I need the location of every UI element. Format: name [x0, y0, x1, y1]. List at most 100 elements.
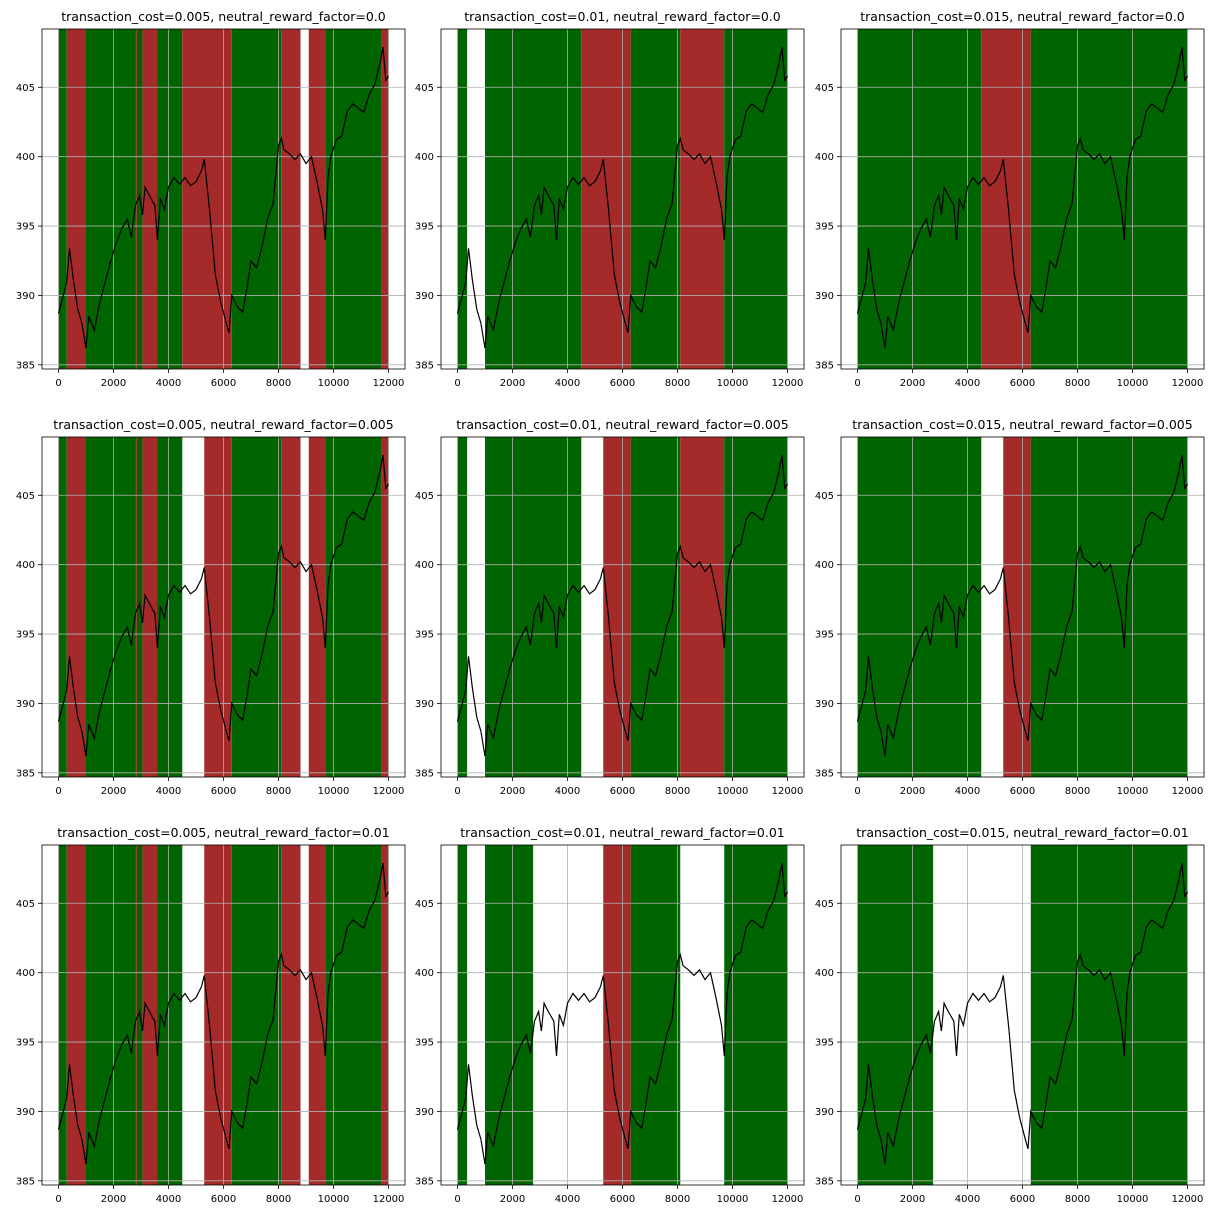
position-regions: [857, 845, 1188, 1185]
x-tick-label: 10000: [717, 1194, 749, 1205]
x-tick-label: 0: [454, 1194, 460, 1205]
subplot-6: 0 2000 4000 6000 8000 10000 12000 385 390 395 400 4…: [815, 417, 1205, 797]
y-tick-label: 390: [16, 699, 35, 710]
region-long: [157, 29, 183, 369]
position-regions: [58, 845, 389, 1185]
region-long: [86, 437, 136, 777]
y-tick-label: 405: [815, 899, 834, 910]
x-tick-label: 8000: [1065, 1194, 1090, 1205]
x-tick-label: 4000: [156, 378, 181, 389]
y-tick-label: 395: [815, 1038, 834, 1049]
y-tick-label: 400: [415, 152, 434, 163]
x-tick-label: 10000: [318, 378, 350, 389]
region-short: [142, 29, 158, 369]
x-tick-label: 8000: [665, 786, 690, 797]
position-regions: [857, 437, 1188, 777]
x-tick-label: 10000: [717, 786, 749, 797]
x-tick-label: 8000: [665, 1194, 690, 1205]
subplot-1: 0 2000 4000 6000 8000 10000 12000 385 390 395 400 4…: [16, 9, 406, 389]
x-tick-label: 6000: [1010, 786, 1035, 797]
region-short: [281, 845, 301, 1185]
y-tick-label: 385: [815, 1176, 834, 1187]
x-tick-label: 8000: [266, 786, 291, 797]
y-tick-label: 405: [415, 491, 434, 502]
region-short: [135, 437, 137, 777]
subplot-3: 0 2000 4000 6000 8000 10000 12000 385 390 395 400 4…: [815, 9, 1205, 389]
y-tick-label: 390: [815, 291, 834, 302]
region-short: [281, 437, 301, 777]
y-tick-label: 405: [415, 83, 434, 94]
region-long: [857, 437, 982, 777]
x-tick-label: 10000: [1117, 378, 1149, 389]
x-tick-label: 4000: [955, 1194, 980, 1205]
y-tick-label: 400: [16, 560, 35, 571]
subplot-2: 0 2000 4000 6000 8000 10000 12000 385 390 395 400 4…: [415, 9, 805, 389]
x-tick-label: 2000: [900, 378, 925, 389]
region-long: [457, 845, 468, 1185]
subplot-title: transaction_cost=0.015, neutral_reward_f…: [852, 417, 1192, 432]
y-tick-label: 385: [815, 360, 834, 371]
y-tick-label: 395: [16, 1038, 35, 1049]
y-tick-label: 385: [16, 360, 35, 371]
subplot-title: transaction_cost=0.01, neutral_reward_fa…: [460, 825, 784, 840]
y-tick-label: 395: [415, 1038, 434, 1049]
x-tick-label: 2000: [101, 1194, 126, 1205]
x-tick-label: 0: [854, 1194, 860, 1205]
y-tick-label: 405: [815, 83, 834, 94]
x-tick-label: 2000: [101, 786, 126, 797]
region-long: [58, 845, 67, 1185]
x-tick-label: 12000: [772, 1194, 804, 1205]
y-tick-label: 390: [415, 699, 434, 710]
grid: [42, 29, 405, 369]
region-short: [142, 437, 158, 777]
x-tick-label: 4000: [156, 786, 181, 797]
region-long: [157, 437, 183, 777]
x-tick-label: 6000: [1010, 378, 1035, 389]
x-tick-label: 8000: [266, 1194, 291, 1205]
x-tick-label: 12000: [373, 378, 405, 389]
x-tick-label: 12000: [1172, 378, 1204, 389]
x-tick-label: 6000: [610, 378, 635, 389]
price-line: [856, 862, 1189, 1165]
x-tick-label: 2000: [101, 378, 126, 389]
y-tick-label: 395: [16, 630, 35, 641]
position-regions: [857, 29, 1188, 369]
region-long: [857, 845, 934, 1185]
x-tick-label: 12000: [772, 786, 804, 797]
y-tick-label: 390: [815, 699, 834, 710]
y-tick-label: 400: [415, 560, 434, 571]
x-tick-label: 8000: [665, 378, 690, 389]
x-tick-label: 6000: [211, 1194, 236, 1205]
region-long: [485, 845, 534, 1185]
y-tick-label: 395: [16, 222, 35, 233]
region-short: [135, 845, 137, 1185]
region-short: [381, 437, 389, 777]
x-tick-label: 2000: [500, 786, 525, 797]
x-tick-label: 0: [854, 786, 860, 797]
grid: [42, 845, 405, 1185]
region-short: [381, 845, 389, 1185]
price-line: [57, 46, 390, 349]
x-tick-label: 0: [55, 378, 61, 389]
region-long: [157, 845, 183, 1185]
y-tick-label: 400: [16, 968, 35, 979]
region-long: [325, 29, 382, 369]
y-tick-label: 405: [16, 491, 35, 502]
subplot-title: transaction_cost=0.005, neutral_reward_f…: [61, 9, 386, 24]
x-tick-label: 0: [55, 1194, 61, 1205]
region-long: [1030, 437, 1188, 777]
x-tick-label: 10000: [318, 786, 350, 797]
region-long: [485, 29, 582, 369]
y-tick-label: 390: [16, 1107, 35, 1118]
price-line: [456, 454, 789, 757]
region-long: [857, 29, 982, 369]
x-tick-label: 0: [454, 378, 460, 389]
position-regions: [457, 845, 788, 1185]
price-line: [856, 46, 1189, 349]
region-short: [66, 437, 86, 777]
subplot-9: 0 2000 4000 6000 8000 10000 12000 385 390 395 400 4…: [815, 825, 1205, 1205]
x-tick-label: 0: [55, 786, 61, 797]
x-tick-label: 12000: [1172, 1194, 1204, 1205]
subplot-title: transaction_cost=0.005, neutral_reward_f…: [53, 417, 393, 432]
